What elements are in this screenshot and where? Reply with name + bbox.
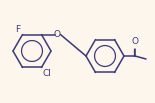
Text: Cl: Cl bbox=[42, 69, 51, 78]
Text: O: O bbox=[54, 30, 61, 39]
Text: F: F bbox=[15, 25, 20, 34]
Text: O: O bbox=[131, 37, 139, 46]
